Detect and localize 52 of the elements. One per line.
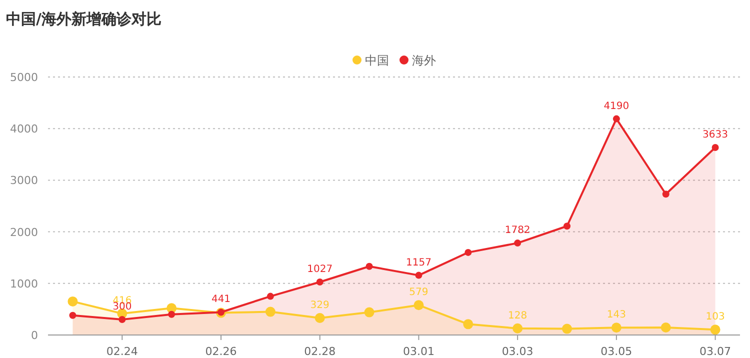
- point: [612, 115, 620, 122]
- y-tick-label: 2000: [10, 226, 38, 239]
- data-label: 3633: [702, 130, 728, 141]
- y-tick-label: 1000: [10, 277, 38, 290]
- x-tick-label: 03.07: [700, 345, 732, 358]
- point: [660, 322, 671, 333]
- point: [710, 324, 720, 335]
- point: [316, 278, 324, 286]
- data-label: 1157: [406, 257, 432, 268]
- data-label: 103: [706, 312, 725, 323]
- point: [564, 222, 570, 230]
- legend-label: 海外: [412, 54, 436, 68]
- point: [611, 322, 622, 333]
- data-label: 329: [310, 300, 330, 312]
- point: [415, 272, 422, 279]
- point: [662, 190, 670, 198]
- point: [168, 310, 176, 318]
- chart-title: 中国/海外新增确诊对比: [6, 10, 162, 28]
- y-tick-label: 0: [31, 329, 38, 342]
- data-label: 4190: [604, 100, 630, 112]
- data-label: 143: [606, 310, 626, 321]
- point: [266, 292, 274, 300]
- y-tick-label: 4000: [10, 122, 38, 136]
- point: [463, 319, 474, 330]
- point: [414, 300, 424, 310]
- x-tick-label: 03.03: [502, 345, 534, 358]
- x-tick-label: 03.01: [402, 345, 434, 358]
- y-tick-label: 5000: [10, 71, 38, 84]
- x-tick-label: 02.26: [205, 345, 237, 358]
- point: [265, 306, 276, 317]
- data-label: 128: [508, 310, 528, 322]
- point: [68, 296, 78, 306]
- data-label: 579: [409, 287, 428, 298]
- point: [69, 312, 76, 319]
- data-label: 441: [211, 294, 231, 306]
- y-tick-label: 3000: [10, 174, 38, 188]
- x-tick-label: 03.05: [600, 345, 632, 358]
- data-label: 1027: [307, 264, 333, 276]
- point: [366, 262, 373, 270]
- point: [712, 144, 719, 152]
- legend-label: 中国: [365, 54, 389, 68]
- point: [512, 323, 523, 334]
- x-tick-label: 02.28: [304, 345, 336, 358]
- point: [364, 307, 374, 318]
- point: [514, 240, 522, 247]
- point: [314, 313, 325, 324]
- point: [464, 248, 472, 256]
- x-tick-label: 02.24: [106, 345, 138, 358]
- point: [118, 316, 126, 324]
- point: [562, 324, 572, 334]
- data-label: 300: [112, 302, 132, 313]
- data-label: 1782: [504, 225, 530, 236]
